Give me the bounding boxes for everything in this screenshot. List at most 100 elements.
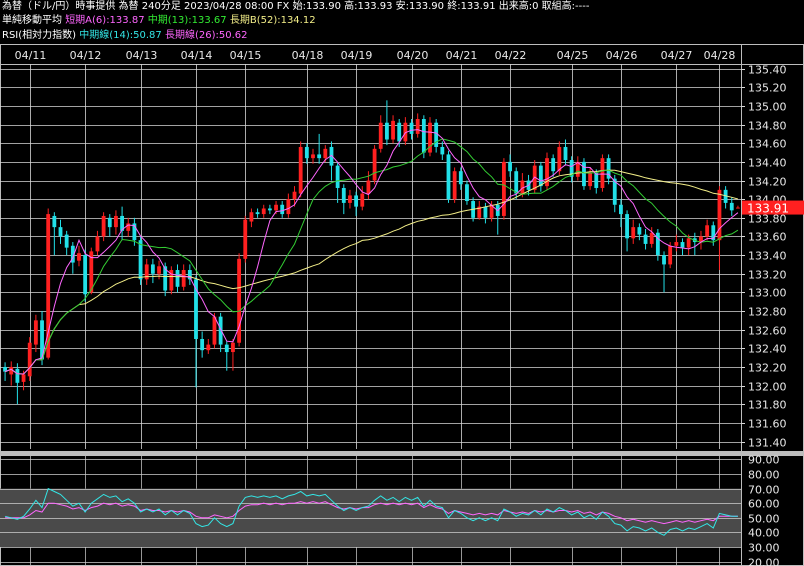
- candle-body: [212, 316, 217, 345]
- candle: [255, 208, 260, 218]
- candle: [169, 266, 174, 295]
- candle: [144, 258, 149, 285]
- candle-body: [612, 178, 617, 205]
- candle: [692, 232, 697, 256]
- candle: [187, 264, 192, 285]
- ma-label: 単純移動平均: [2, 15, 62, 26]
- candle: [600, 154, 605, 192]
- candle-body: [600, 158, 605, 188]
- candle: [403, 117, 408, 146]
- candle-body: [126, 223, 131, 231]
- rsi-long-line: [5, 501, 738, 525]
- candle: [483, 202, 488, 224]
- candle-body: [360, 193, 365, 207]
- candle-body: [329, 146, 334, 166]
- rsi-mid-line: [4, 487, 738, 536]
- candle: [298, 141, 303, 198]
- ma-mid-line: [4, 138, 739, 375]
- candle-body: [582, 161, 586, 187]
- candle-body: [261, 208, 266, 215]
- candle-body: [421, 119, 426, 153]
- pane-divider: [0, 451, 804, 456]
- date-label: 04/26: [606, 49, 638, 62]
- candle-body: [187, 270, 192, 280]
- candle-body: [699, 236, 703, 243]
- candle-body: [736, 207, 740, 209]
- candle: [551, 154, 556, 177]
- candle: [575, 156, 580, 181]
- candle: [489, 201, 494, 222]
- candle: [440, 141, 445, 161]
- last-price-label: 133.91: [747, 202, 789, 216]
- candle-body: [637, 227, 642, 235]
- candle: [3, 362, 7, 381]
- candle-body: [243, 219, 248, 259]
- candle-body: [538, 165, 543, 187]
- candle: [569, 156, 574, 183]
- candle-body: [89, 251, 94, 293]
- candle-body: [341, 187, 346, 203]
- candle: [341, 184, 346, 215]
- candle-body: [588, 173, 593, 187]
- candle-body: [83, 255, 88, 295]
- candle: [643, 229, 648, 250]
- candle: [625, 210, 629, 252]
- candle: [348, 189, 352, 209]
- candle-body: [157, 266, 161, 274]
- candle-body: [409, 122, 414, 134]
- candle-body: [311, 154, 315, 159]
- candle: [428, 117, 432, 157]
- date-label: 04/20: [397, 49, 429, 62]
- candle-body: [674, 242, 679, 246]
- ma-legend: 単純移動平均 短期A(6):133.87 中期(13):133.67 長期B(5…: [2, 14, 316, 27]
- candle-body: [631, 227, 636, 239]
- candle: [329, 141, 334, 181]
- price-tick-label: 134.40: [748, 157, 787, 170]
- candle-body: [292, 191, 297, 200]
- ma-long-line: [4, 169, 739, 375]
- candle: [200, 331, 205, 358]
- candle-body: [717, 189, 722, 241]
- candle-body: [729, 202, 734, 211]
- date-label: 04/12: [70, 49, 102, 62]
- rsi-legend: RSI(相対力指数) 中期線(14):50.87 長期線(26):50.62: [2, 29, 248, 42]
- candle-body: [150, 264, 155, 274]
- candle: [495, 201, 500, 235]
- candle: [292, 186, 297, 207]
- rsi-tick-label: 60.00: [748, 498, 780, 511]
- candle: [477, 201, 482, 220]
- ma-short-line: [4, 129, 739, 375]
- candle-body: [366, 180, 371, 194]
- candle-body: [662, 255, 666, 265]
- candle-body: [280, 204, 285, 215]
- candle: [680, 238, 685, 256]
- candle-body: [107, 217, 112, 228]
- candle-body: [218, 316, 223, 345]
- price-tick-label: 133.00: [748, 287, 787, 300]
- candle-body: [545, 158, 549, 187]
- candle-body: [415, 119, 420, 134]
- candle-body: [231, 342, 235, 353]
- rsi-band: [0, 488, 741, 548]
- candle-body: [489, 204, 494, 218]
- candle-body: [557, 146, 562, 172]
- candlestick-series[interactable]: [3, 100, 740, 405]
- candle-body: [655, 232, 660, 256]
- candle-body: [40, 320, 44, 360]
- candle-body: [378, 122, 383, 149]
- date-label: 04/27: [661, 49, 693, 62]
- candle-body: [15, 368, 20, 383]
- candle: [335, 161, 340, 203]
- candle: [508, 154, 512, 177]
- rsi-tick-label: 40.00: [748, 527, 780, 540]
- candle-body: [403, 122, 408, 142]
- candle-body: [95, 236, 100, 252]
- date-label: 04/28: [704, 49, 736, 62]
- candle: [520, 173, 525, 198]
- rsi-tick-label: 50.00: [748, 513, 780, 526]
- candle-body: [267, 208, 272, 211]
- candle-body: [317, 154, 322, 159]
- candle: [637, 223, 642, 241]
